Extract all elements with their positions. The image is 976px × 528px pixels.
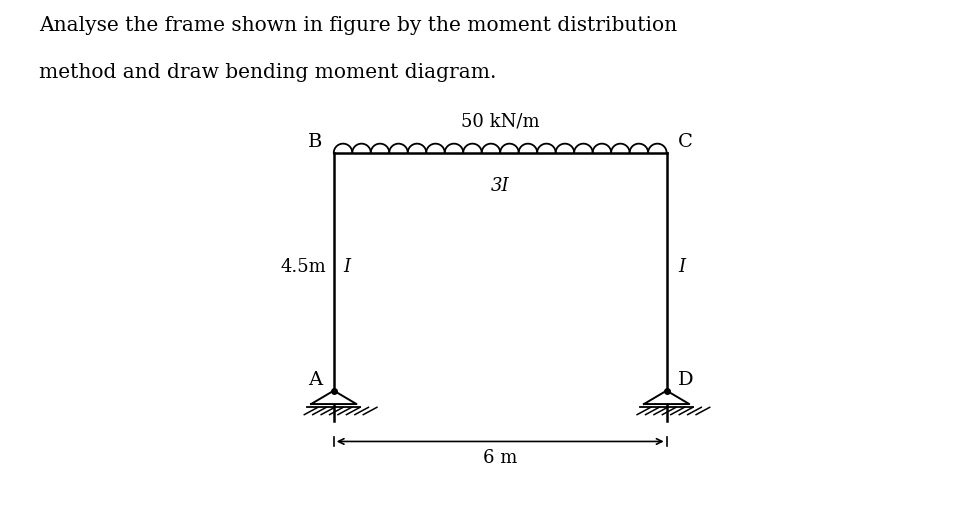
Text: Analyse the frame shown in figure by the moment distribution: Analyse the frame shown in figure by the… — [39, 16, 677, 35]
Text: 50 kN/m: 50 kN/m — [461, 112, 540, 130]
Text: 4.5m: 4.5m — [280, 258, 326, 276]
Polygon shape — [644, 391, 689, 404]
Text: I: I — [343, 258, 350, 276]
Text: I: I — [678, 258, 685, 276]
Text: 6 m: 6 m — [483, 449, 517, 467]
Text: D: D — [678, 372, 694, 390]
Text: 3I: 3I — [491, 177, 509, 195]
Polygon shape — [311, 391, 356, 404]
Text: A: A — [308, 372, 322, 390]
Text: C: C — [678, 133, 693, 151]
Text: B: B — [308, 133, 322, 151]
Text: method and draw bending moment diagram.: method and draw bending moment diagram. — [39, 63, 497, 82]
